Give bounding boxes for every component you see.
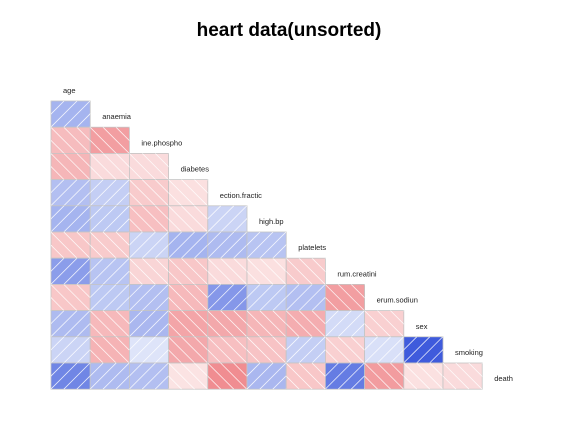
chart-title: heart data(unsorted) [197,20,382,41]
variable-label-2: ine.phospho [141,138,182,147]
corr-cell-11-7 [324,362,365,390]
corr-cell-4-1 [89,179,130,207]
correlation-cells [50,100,483,390]
variable-label-9: sex [416,322,428,331]
variable-label-3: diabetes [181,165,210,174]
corr-cell-11-10 [442,362,483,390]
corr-cell-6-3 [168,231,209,259]
corr-cell-11-4 [207,362,248,390]
corr-cell-10-1 [89,336,130,364]
corr-cell-10-8 [364,336,405,364]
corr-cell-11-1 [89,362,130,390]
corr-cell-8-4 [207,283,248,311]
variable-label-6: platelets [298,243,326,252]
variable-label-0: age [63,86,76,95]
corr-cell-6-2 [128,231,169,259]
corr-cell-10-0 [50,336,91,364]
corr-cell-11-8 [364,362,405,390]
corr-cell-5-2 [128,205,169,233]
corr-cell-9-2 [128,310,169,338]
corr-cell-10-7 [324,336,365,364]
corr-cell-8-6 [285,283,326,311]
variable-label-1: anaemia [102,112,132,121]
corr-cell-6-0 [50,231,91,259]
corr-cell-9-1 [89,310,130,338]
corr-cell-9-0 [50,310,91,338]
corr-cell-6-5 [246,231,287,259]
variable-label-7: rum.creatini [337,269,377,278]
corr-cell-10-5 [246,336,287,364]
corr-cell-4-2 [128,179,169,207]
corr-cell-7-1 [89,257,130,285]
variable-label-5: high.bp [259,217,284,226]
corr-cell-8-5 [246,283,287,311]
variable-label-4: ection.fractic [220,191,262,200]
corr-cell-9-8 [364,310,405,338]
variable-label-10: smoking [455,348,483,357]
corr-cell-10-4 [207,336,248,364]
corr-cell-4-0 [50,179,91,207]
corr-cell-7-5 [246,257,287,285]
corr-cell-8-3 [168,283,209,311]
corr-cell-2-0 [50,126,91,154]
corr-cell-11-9 [403,362,444,390]
corr-cell-10-6 [285,336,326,364]
corr-cell-5-4 [207,205,248,233]
corr-cell-11-3 [168,362,209,390]
variable-label-11: death [494,374,513,383]
corr-cell-8-0 [50,283,91,311]
variable-label-8: erum.sodiun [377,296,418,305]
corr-cell-10-2 [128,336,169,364]
corr-cell-11-5 [246,362,287,390]
corr-cell-7-0 [50,257,91,285]
corr-cell-11-0 [50,362,91,390]
corr-cell-7-6 [285,257,326,285]
corr-cell-6-1 [89,231,130,259]
corr-cell-7-2 [128,257,169,285]
corr-cell-2-1 [89,126,130,154]
corr-cell-1-0 [50,100,91,128]
corr-cell-9-4 [207,310,248,338]
corr-cell-5-3 [168,205,209,233]
variable-labels: age anaemia ine.phospho diabetes ection.frac… [63,86,513,383]
